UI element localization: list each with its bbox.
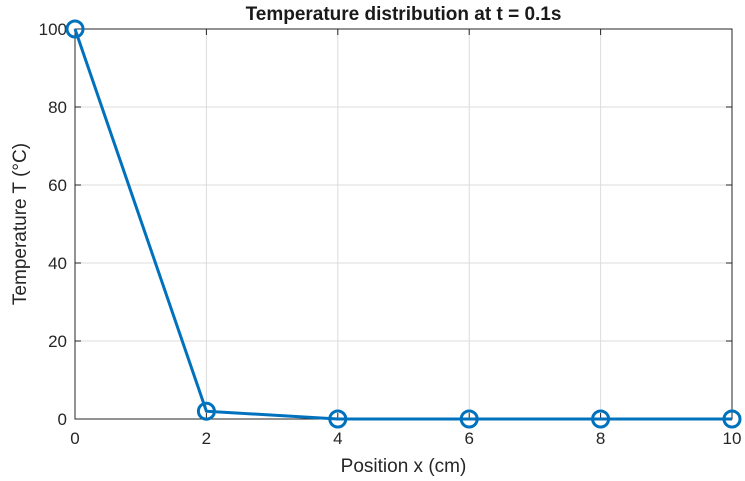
series: [65, 19, 742, 429]
x-tick-label: 10: [723, 429, 742, 448]
y-tick-label: 20: [48, 332, 67, 351]
data-point-marker: [328, 409, 348, 429]
y-tick-label: 60: [48, 176, 67, 195]
data-point-marker: [591, 409, 611, 429]
series-line: [73, 28, 732, 421]
x-tick-label: 4: [333, 429, 342, 448]
y-tick-label: 100: [39, 20, 67, 39]
data-point-marker: [459, 409, 479, 429]
data-point-marker: [65, 19, 85, 39]
x-tick-label: 0: [70, 429, 79, 448]
data-point-marker: [196, 401, 216, 421]
chart-title: Temperature distribution at t = 0.1s: [246, 4, 562, 25]
x-tick-label: 2: [202, 429, 211, 448]
x-axis-label: Position x (cm): [341, 456, 467, 477]
data-point-marker: [722, 409, 742, 429]
y-tick-label: 40: [48, 254, 67, 273]
x-tick-label: 6: [464, 429, 473, 448]
y-tick-label: 0: [58, 410, 67, 429]
x-tick-label: 8: [596, 429, 605, 448]
y-axis-label: Temperature T (°C): [10, 143, 31, 305]
y-tick-label: 80: [48, 98, 67, 117]
